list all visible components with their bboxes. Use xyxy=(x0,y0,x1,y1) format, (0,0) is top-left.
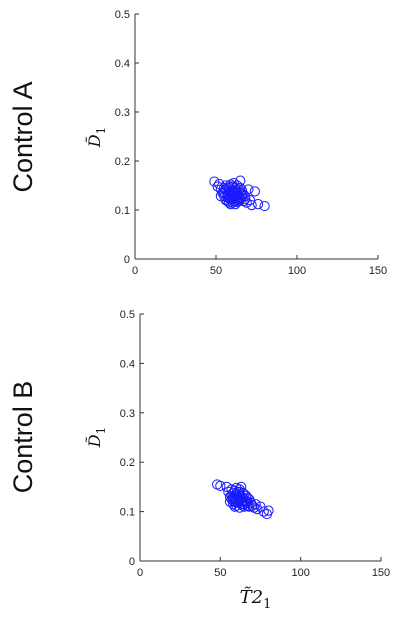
y-tick-label: 0.5 xyxy=(120,309,135,321)
y-tick-label: 0.2 xyxy=(120,457,135,469)
x-tick-label: 0 xyxy=(137,567,143,579)
y-tick-label: 0 xyxy=(124,254,130,266)
row-label: Control A xyxy=(8,81,38,192)
y-tick-label: 0.3 xyxy=(115,107,130,119)
x-tick-label: 100 xyxy=(291,567,309,579)
x-tick-label: 0 xyxy=(132,265,138,277)
y-tick-label: 0.4 xyxy=(115,58,130,70)
x-tick-label: 50 xyxy=(210,265,222,277)
y-tick-label: 0.5 xyxy=(115,9,130,21)
data-point xyxy=(250,187,259,196)
data-point xyxy=(216,481,225,490)
y-axis-label: D̃1 xyxy=(85,127,108,148)
x-tick-label: 50 xyxy=(214,567,226,579)
row-label: Control B xyxy=(8,381,38,494)
y-axis-label: D̃1 xyxy=(85,427,108,448)
x-tick-label: 150 xyxy=(372,567,390,579)
y-tick-label: 0.1 xyxy=(115,205,130,217)
chart-panel-2: 0 0.1 0.2 0.3 0.4 0.5 0 50 100 150 Control B D̃1 T̃2… xyxy=(8,309,390,612)
y-tick-label: 0.4 xyxy=(120,358,135,370)
y-tick-label: 0.1 xyxy=(120,507,135,519)
x-tick-label: 100 xyxy=(288,265,306,277)
data-point xyxy=(254,200,263,209)
y-tick-label: 0.2 xyxy=(115,156,130,168)
y-tick-label: 0.3 xyxy=(120,408,135,420)
chart-panel-1: 0 0.1 0.2 0.3 0.4 0.5 0 50 100 150 Control A D̃1 xyxy=(8,9,387,277)
y-tick-label: 0 xyxy=(129,556,135,568)
data-point xyxy=(260,201,269,210)
x-tick-label: 150 xyxy=(369,265,387,277)
x-axis-label: T̃21 xyxy=(240,586,272,612)
